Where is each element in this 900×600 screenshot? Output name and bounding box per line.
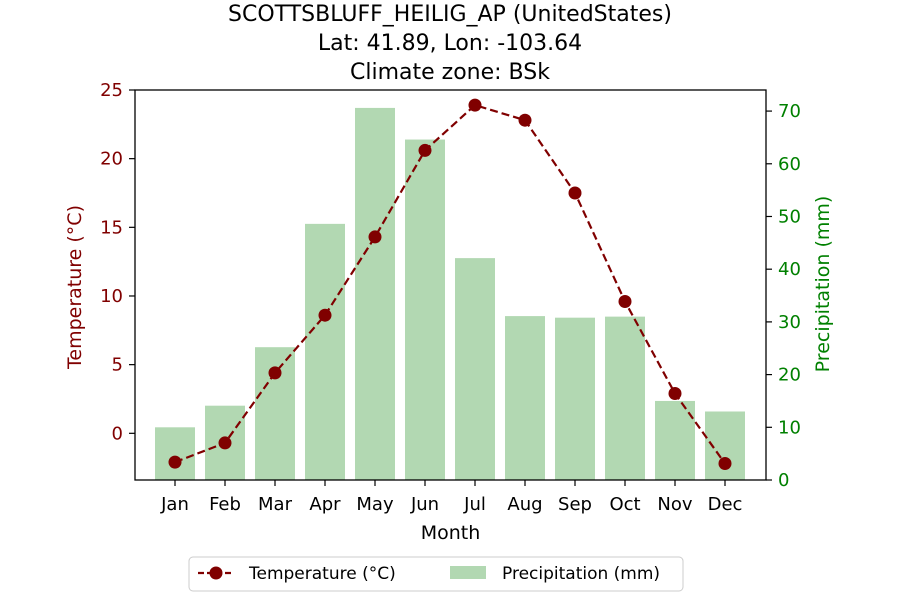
temperature-point (468, 98, 482, 112)
month-tick-label: Dec (708, 494, 743, 515)
precipitation-bars (155, 107, 745, 481)
month-tick-label: Feb (209, 494, 241, 515)
month-tick-label: Apr (309, 494, 341, 515)
temperature-point (318, 308, 332, 322)
month-axis: Jan Feb Mar Apr May Jun Jul Aug Sep Oct Nov Dec (160, 480, 742, 515)
temperature-tick-label: 5 (112, 355, 123, 376)
temperature-tick-label: 25 (100, 80, 123, 101)
month-tick-label: Jan (160, 494, 189, 515)
precipitation-tick-label: 40 (778, 259, 801, 280)
legend-temperature-marker (209, 566, 223, 580)
precipitation-tick-label: 30 (778, 312, 801, 333)
chart-title-line: SCOTTSBLUFF_HEILIG_AP (UnitedStates) (228, 2, 672, 27)
chart-title-line: Lat: 41.89, Lon: -103.64 (318, 31, 582, 56)
precipitation-bar (305, 223, 345, 480)
month-tick-label: Jun (410, 494, 439, 515)
x-axis-label: Month (421, 522, 481, 544)
precipitation-tick-label: 50 (778, 206, 801, 227)
precipitation-tick-label: 10 (778, 417, 801, 438)
temperature-tick-label: 10 (100, 286, 123, 307)
month-tick-label: Sep (558, 494, 592, 515)
legend-temperature-label: Temperature (°C) (248, 564, 396, 584)
temperature-line (168, 98, 732, 471)
temperature-point (218, 436, 232, 450)
temperature-tick-label: 0 (112, 423, 123, 444)
legend-precipitation-label: Precipitation (mm) (502, 564, 660, 584)
temperature-series-line (174, 103, 726, 465)
legend-precipitation-swatch (450, 566, 486, 579)
month-tick-label: Aug (507, 494, 542, 515)
chart-title: SCOTTSBLUFF_HEILIG_AP (UnitedStates) Lat:… (228, 2, 672, 85)
temperature-tick-label: 20 (100, 149, 123, 170)
precipitation-axis: 0 10 20 30 40 50 60 70 (766, 101, 801, 491)
precipitation-tick-label: 60 (778, 154, 801, 175)
month-tick-label: Mar (258, 494, 293, 515)
precipitation-tick-label: 70 (778, 101, 801, 122)
month-tick-label: May (356, 494, 394, 515)
precipitation-bar (455, 258, 495, 480)
precipitation-axis-label: Precipitation (mm) (812, 196, 834, 373)
temperature-point (268, 366, 282, 380)
temperature-axis: 0 5 10 15 20 25 (100, 80, 135, 444)
precipitation-bar (555, 317, 595, 480)
legend: Temperature (°C) Precipitation (mm) (188, 556, 684, 592)
month-tick-label: Jul (463, 494, 486, 515)
precipitation-bar (655, 400, 695, 480)
temperature-tick-label: 15 (100, 217, 123, 238)
month-tick-label: Oct (609, 494, 640, 515)
precipitation-bar (355, 107, 395, 481)
precipitation-bar (505, 316, 545, 480)
precipitation-bar (155, 427, 195, 480)
temperature-axis-label: Temperature (°C) (64, 205, 86, 370)
temperature-point (668, 386, 682, 400)
month-tick-label: Nov (657, 494, 692, 515)
legend-box (188, 556, 684, 592)
temperature-point (368, 230, 382, 244)
precipitation-bar (405, 139, 445, 481)
temperature-point (518, 113, 532, 127)
temperature-point (168, 455, 182, 469)
precipitation-bar (605, 316, 645, 480)
temperature-point (718, 457, 732, 471)
temperature-point (618, 294, 632, 308)
precipitation-tick-label: 0 (778, 470, 789, 491)
chart-title-line: Climate zone: BSk (350, 60, 550, 85)
plot-frame (134, 89, 767, 481)
precipitation-tick-label: 20 (778, 365, 801, 386)
temperature-point (568, 186, 582, 200)
temperature-point (418, 143, 432, 157)
